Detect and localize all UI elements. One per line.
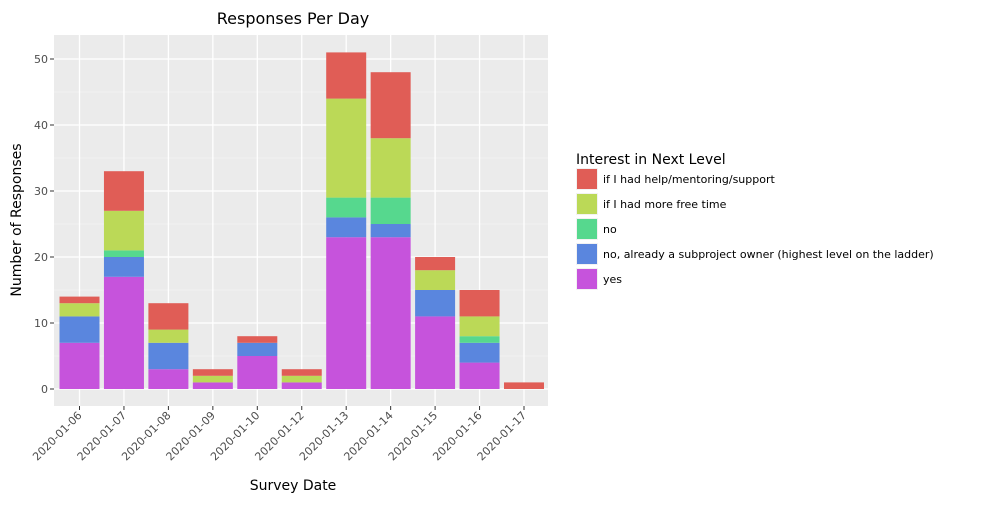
legend-swatch [577, 244, 597, 264]
bar-segment [192, 382, 233, 389]
bar-segment [59, 342, 100, 389]
bar-segment [281, 382, 322, 389]
y-axis-title: Number of Responses [9, 143, 25, 296]
bars-layer [59, 52, 544, 389]
y-tick-label: 0 [41, 383, 48, 396]
bar-segment [415, 257, 456, 271]
bar-segment [192, 375, 233, 383]
bar-segment [103, 210, 144, 251]
legend-swatch [577, 219, 597, 239]
bar-segment [415, 316, 456, 389]
bar-segment [370, 72, 411, 139]
bar-segment [237, 342, 278, 356]
bar-segment [370, 224, 411, 238]
x-axis-title: Survey Date [250, 478, 337, 494]
y-tick-label: 10 [34, 317, 48, 330]
bar-segment [326, 52, 367, 99]
bar-segment [148, 342, 189, 370]
chart-title: Responses Per Day [217, 9, 369, 28]
bar-segment [370, 197, 411, 224]
bar-segment [59, 296, 100, 304]
bar-segment [148, 303, 189, 330]
legend-swatch [577, 194, 597, 214]
bar-segment [459, 362, 500, 389]
legend-label: no [603, 223, 617, 236]
bar-segment [326, 98, 367, 198]
bar-segment [326, 217, 367, 238]
bar-segment [103, 250, 144, 257]
legend-swatch [577, 269, 597, 289]
bar-segment [459, 342, 500, 363]
bar-segment [103, 171, 144, 211]
legend-label: no, already a subproject owner (highest … [603, 248, 934, 261]
bar-segment [504, 382, 544, 389]
legend-label: if I had more free time [603, 198, 727, 211]
bar-segment [459, 290, 500, 317]
bar-segment [281, 369, 322, 376]
legend-title: Interest in Next Level [576, 152, 726, 168]
bar-segment [103, 276, 144, 389]
legend-label: if I had help/mentoring/support [603, 173, 775, 186]
bar-segment [459, 336, 500, 343]
bar-segment [59, 316, 100, 343]
bar-segment [237, 336, 278, 343]
bar-segment [370, 138, 411, 198]
bar-segment [59, 303, 100, 317]
y-tick-label: 20 [34, 251, 48, 264]
legend-label: yes [603, 273, 622, 286]
y-tick-label: 40 [34, 119, 48, 132]
bar-segment [281, 375, 322, 383]
legend-swatch [577, 169, 597, 189]
bar-segment [237, 356, 278, 389]
y-tick-label: 30 [34, 185, 48, 198]
bar-segment [415, 290, 456, 317]
bar-segment [326, 237, 367, 389]
bar-segment [148, 329, 189, 343]
bar-segment [192, 369, 233, 376]
bar-segment [148, 369, 189, 389]
bar-segment [103, 257, 144, 277]
bar-segment [415, 270, 456, 290]
legend: Interest in Next Level if I had help/men… [576, 152, 934, 290]
y-tick-label: 50 [34, 53, 48, 66]
bar-segment [326, 197, 367, 218]
bar-segment [370, 237, 411, 389]
bar-segment [459, 316, 500, 337]
